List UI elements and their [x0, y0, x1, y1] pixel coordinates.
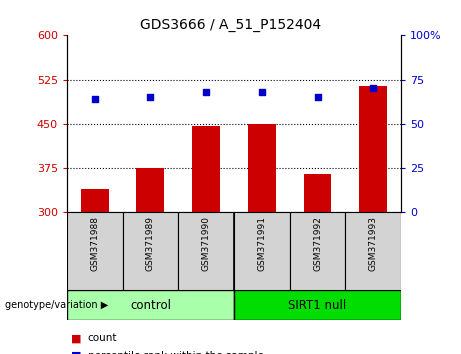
Text: GSM371992: GSM371992	[313, 216, 322, 271]
Bar	[234, 290, 401, 320]
Text: ■: ■	[71, 351, 82, 354]
Text: GDS3666 / A_51_P152404: GDS3666 / A_51_P152404	[140, 18, 321, 32]
Bar	[178, 212, 234, 290]
Bar	[290, 212, 345, 290]
Bar	[67, 290, 234, 320]
Point	[370, 86, 377, 91]
Bar	[67, 212, 123, 290]
Point	[202, 89, 210, 95]
Text: ■: ■	[71, 333, 82, 343]
Point	[314, 95, 321, 100]
Bar	[304, 174, 331, 212]
Text: GSM371991: GSM371991	[257, 216, 266, 271]
Text: genotype/variation ▶: genotype/variation ▶	[5, 300, 108, 310]
Text: GSM371990: GSM371990	[201, 216, 211, 271]
Bar	[136, 168, 164, 212]
Bar	[248, 124, 276, 212]
Point	[258, 89, 266, 95]
Text: SIRT1 null: SIRT1 null	[289, 299, 347, 312]
Text: GSM371993: GSM371993	[369, 216, 378, 271]
Text: percentile rank within the sample: percentile rank within the sample	[88, 351, 264, 354]
Point	[147, 95, 154, 100]
Bar	[359, 86, 387, 212]
Bar	[234, 212, 290, 290]
Point	[91, 96, 98, 102]
Text: control: control	[130, 299, 171, 312]
Bar	[192, 126, 220, 212]
Bar	[345, 212, 401, 290]
Bar	[123, 212, 178, 290]
Bar	[81, 189, 109, 212]
Text: GSM371989: GSM371989	[146, 216, 155, 271]
Text: count: count	[88, 333, 117, 343]
Text: GSM371988: GSM371988	[90, 216, 99, 271]
